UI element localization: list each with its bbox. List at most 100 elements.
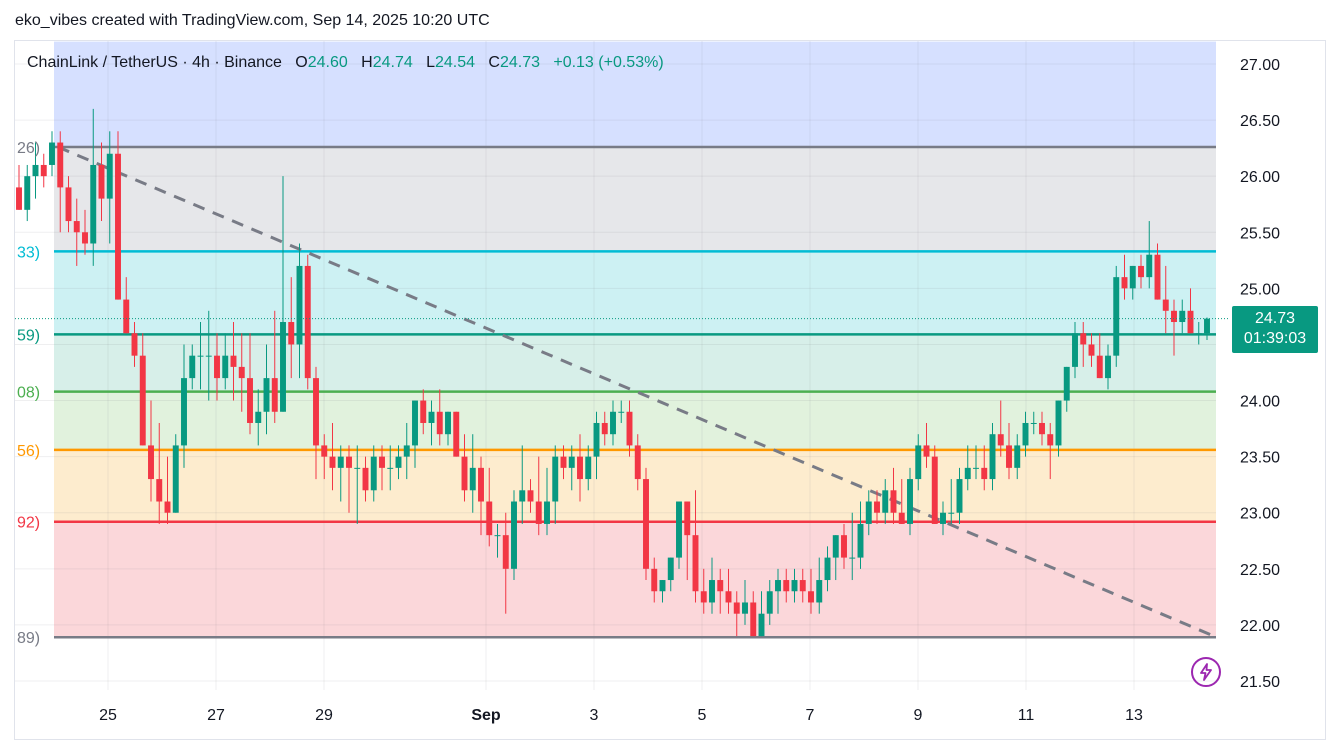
candle[interactable] (824, 546, 831, 592)
candle[interactable] (560, 445, 567, 480)
candle[interactable] (931, 445, 938, 524)
candle[interactable] (601, 411, 608, 446)
candle[interactable] (1072, 322, 1078, 379)
symbol-info-bar[interactable]: ChainLink / TetherUS · 4h · Binance O24.… (27, 54, 664, 72)
candle[interactable] (997, 400, 1004, 457)
candle[interactable] (73, 198, 80, 266)
candle[interactable] (585, 445, 592, 491)
candle[interactable] (519, 445, 526, 524)
candle[interactable] (626, 400, 633, 457)
candle[interactable] (667, 557, 674, 592)
candle[interactable] (552, 445, 559, 524)
candle[interactable] (865, 490, 872, 536)
candle[interactable] (750, 591, 757, 637)
candle[interactable] (362, 456, 369, 502)
candle[interactable] (428, 400, 435, 446)
candle[interactable] (1129, 265, 1136, 300)
candle[interactable] (280, 176, 286, 412)
candle[interactable] (354, 445, 361, 524)
candle[interactable] (502, 512, 509, 614)
candle[interactable] (634, 434, 641, 491)
candle[interactable] (874, 490, 880, 524)
candle[interactable] (692, 490, 699, 603)
candle[interactable] (568, 445, 575, 491)
candle[interactable] (65, 176, 72, 233)
candle[interactable] (610, 400, 616, 446)
candle[interactable] (1204, 317, 1210, 340)
candle[interactable] (486, 467, 493, 547)
candle[interactable] (255, 389, 262, 446)
candle[interactable] (123, 277, 130, 334)
candle[interactable] (156, 422, 163, 524)
candle[interactable] (766, 580, 773, 625)
candle[interactable] (420, 389, 427, 435)
candle[interactable] (882, 479, 889, 524)
candle[interactable] (1121, 254, 1128, 300)
candle[interactable] (238, 333, 245, 412)
candle[interactable] (700, 568, 707, 614)
candle[interactable] (296, 243, 303, 379)
candle[interactable] (1055, 400, 1062, 457)
candle[interactable] (16, 164, 22, 210)
candle[interactable] (1187, 288, 1194, 334)
candle[interactable] (832, 535, 839, 581)
candle[interactable] (263, 344, 270, 435)
candle[interactable] (346, 445, 352, 513)
candle[interactable] (90, 108, 97, 266)
candle[interactable] (907, 467, 913, 536)
candle[interactable] (106, 131, 113, 244)
candle[interactable] (57, 131, 64, 233)
candle[interactable] (461, 434, 468, 502)
candle[interactable] (214, 333, 220, 401)
candle[interactable] (1022, 411, 1029, 457)
candle[interactable] (898, 479, 905, 524)
candle[interactable] (1113, 265, 1120, 367)
candle[interactable] (725, 568, 732, 614)
candle[interactable] (370, 445, 377, 502)
candle[interactable] (49, 131, 55, 177)
candle[interactable] (733, 591, 740, 637)
candle[interactable] (172, 434, 179, 513)
candle[interactable] (131, 322, 138, 367)
candle[interactable] (469, 434, 476, 513)
candle[interactable] (321, 434, 328, 480)
candle[interactable] (527, 479, 534, 513)
candle[interactable] (989, 422, 996, 491)
candle[interactable] (1047, 422, 1054, 480)
candle[interactable] (40, 153, 47, 188)
candle[interactable] (1006, 422, 1012, 480)
candle[interactable] (403, 422, 410, 480)
candle[interactable] (164, 456, 171, 524)
candle[interactable] (1063, 366, 1070, 412)
candle[interactable] (1088, 333, 1095, 367)
candle[interactable] (577, 434, 583, 502)
candle[interactable] (453, 411, 460, 457)
candle[interactable] (494, 523, 501, 558)
candle[interactable] (1014, 434, 1021, 480)
candle[interactable] (197, 322, 204, 390)
candle[interactable] (816, 557, 823, 614)
candle[interactable] (841, 523, 847, 569)
candle[interactable] (379, 445, 385, 491)
symbol-name[interactable]: ChainLink / TetherUS · 4h · Binance (27, 54, 282, 71)
lightning-bolt-button[interactable] (1191, 657, 1221, 687)
candle[interactable] (511, 490, 517, 581)
candle[interactable] (783, 568, 790, 603)
candle[interactable] (412, 400, 418, 468)
candle[interactable] (98, 142, 105, 222)
candle[interactable] (758, 591, 765, 637)
candle[interactable] (1162, 265, 1169, 334)
candle[interactable] (1171, 299, 1177, 356)
candle[interactable] (189, 344, 196, 390)
candle[interactable] (651, 557, 658, 603)
candle[interactable] (593, 411, 600, 480)
candle[interactable] (849, 512, 856, 581)
candle[interactable] (808, 568, 814, 614)
candle[interactable] (742, 580, 748, 625)
candle[interactable] (387, 445, 394, 491)
candle[interactable] (478, 456, 484, 536)
candle[interactable] (181, 344, 187, 468)
candle[interactable] (940, 501, 946, 536)
candle[interactable] (948, 479, 955, 524)
candle[interactable] (24, 164, 31, 222)
